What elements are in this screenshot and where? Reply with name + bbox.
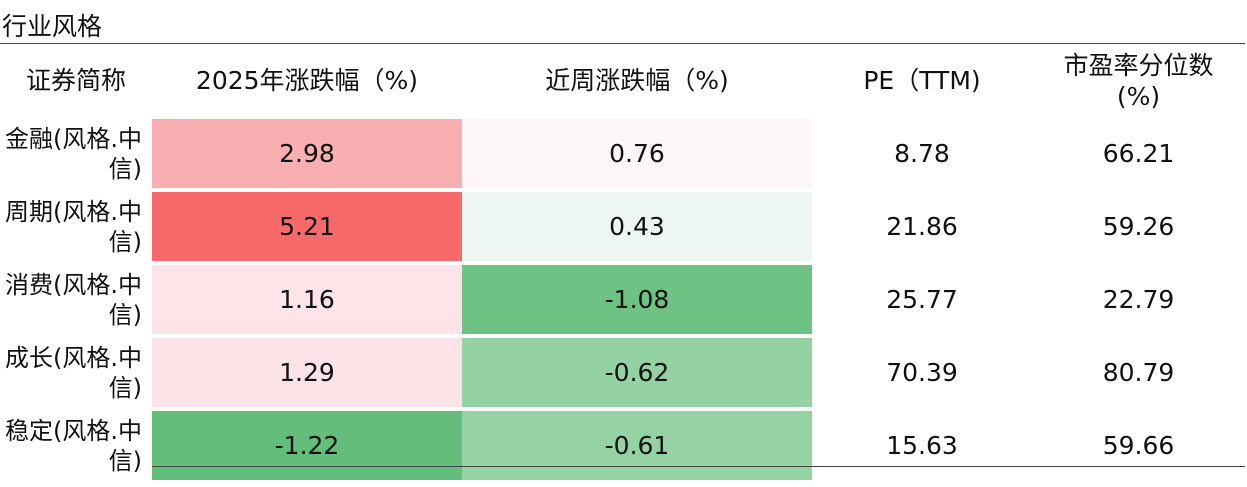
ytd-change-cell: 1.29 — [152, 334, 462, 409]
week-change-cell: 0.76 — [462, 117, 812, 190]
pe-percentile-cell: 59.26 — [1032, 188, 1245, 263]
header-row: 证券简称 2025年涨跌幅（%) 近周涨跌幅（%) PE（TTM) 市盈率分位数… — [0, 44, 1245, 118]
row-name: 周期(风格.中信) — [0, 188, 152, 263]
week-change-cell: -0.62 — [462, 334, 812, 409]
pe-cell: 70.39 — [812, 334, 1032, 409]
row-name: 成长(风格.中信) — [0, 334, 152, 409]
pe-percentile-cell: 66.21 — [1032, 117, 1245, 190]
top-rule — [0, 43, 1245, 44]
table-row: 金融(风格.中信) 2.98 0.76 8.78 66.21 — [0, 117, 1245, 190]
week-change-cell: -1.08 — [462, 261, 812, 336]
table-row: 成长(风格.中信) 1.29 -0.62 70.39 80.79 — [0, 334, 1245, 409]
row-name: 消费(风格.中信) — [0, 261, 152, 336]
header-name: 证券简称 — [25, 66, 126, 95]
row-name: 稳定(风格.中信) — [0, 407, 152, 480]
row-name: 金融(风格.中信) — [0, 117, 152, 190]
bottom-rule — [152, 466, 1245, 467]
pe-percentile-cell: 22.79 — [1032, 261, 1245, 336]
header-pe-percentile: 市盈率分位数(%) — [1063, 50, 1214, 111]
week-change-cell: 0.43 — [462, 188, 812, 263]
pe-percentile-cell: 59.66 — [1032, 407, 1245, 480]
table-row: 消费(风格.中信) 1.16 -1.08 25.77 22.79 — [0, 261, 1245, 336]
pe-percentile-cell: 80.79 — [1032, 334, 1245, 409]
header-week-change: 近周涨跌幅（%) — [545, 66, 729, 95]
ytd-change-cell: 5.21 — [152, 188, 462, 263]
ytd-change-cell: 1.16 — [152, 261, 462, 336]
pe-cell: 21.86 — [812, 188, 1032, 263]
ytd-change-cell: 2.98 — [152, 117, 462, 190]
pe-cell: 15.63 — [812, 407, 1032, 480]
style-table: 证券简称 2025年涨跌幅（%) 近周涨跌幅（%) PE（TTM) 市盈率分位数… — [0, 44, 1245, 480]
table-title: 行业风格 — [2, 12, 103, 41]
week-change-cell: -0.61 — [462, 407, 812, 480]
pe-cell: 8.78 — [812, 117, 1032, 190]
header-pe: PE（TTM) — [863, 66, 981, 95]
table-row: 周期(风格.中信) 5.21 0.43 21.86 59.26 — [0, 188, 1245, 263]
table-row: 稳定(风格.中信) -1.22 -0.61 15.63 59.66 — [0, 407, 1245, 480]
ytd-change-cell: -1.22 — [152, 407, 462, 480]
pe-cell: 25.77 — [812, 261, 1032, 336]
header-ytd-change: 2025年涨跌幅（%) — [195, 66, 419, 95]
